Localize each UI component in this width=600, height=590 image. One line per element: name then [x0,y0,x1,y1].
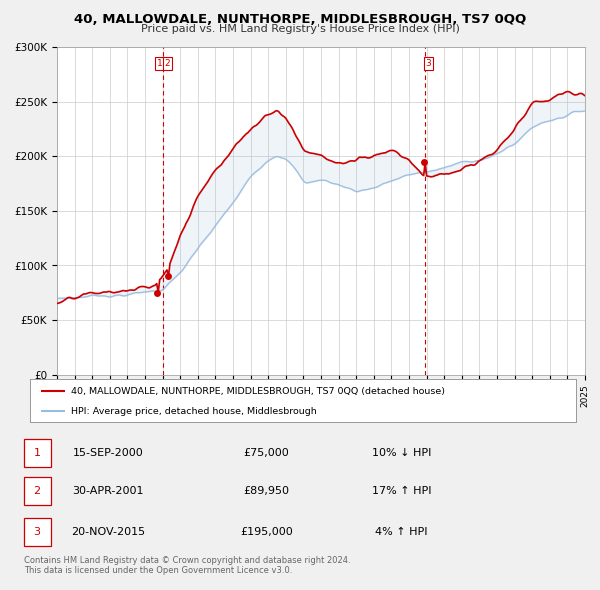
Text: 30-APR-2001: 30-APR-2001 [73,486,144,496]
Text: 1: 1 [34,448,41,458]
Text: 3: 3 [34,527,41,537]
Text: 40, MALLOWDALE, NUNTHORPE, MIDDLESBROUGH, TS7 0QQ (detached house): 40, MALLOWDALE, NUNTHORPE, MIDDLESBROUGH… [71,387,445,396]
Text: 40, MALLOWDALE, NUNTHORPE, MIDDLESBROUGH, TS7 0QQ: 40, MALLOWDALE, NUNTHORPE, MIDDLESBROUGH… [74,13,526,26]
Text: 15-SEP-2000: 15-SEP-2000 [73,448,143,458]
Text: 20-NOV-2015: 20-NOV-2015 [71,527,145,537]
Text: 4% ↑ HPI: 4% ↑ HPI [375,527,428,537]
Text: Contains HM Land Registry data © Crown copyright and database right 2024.
This d: Contains HM Land Registry data © Crown c… [24,556,350,575]
Text: Price paid vs. HM Land Registry's House Price Index (HPI): Price paid vs. HM Land Registry's House … [140,24,460,34]
Text: HPI: Average price, detached house, Middlesbrough: HPI: Average price, detached house, Midd… [71,407,317,416]
Text: 17% ↑ HPI: 17% ↑ HPI [372,486,431,496]
Text: 10% ↓ HPI: 10% ↓ HPI [372,448,431,458]
Text: 2: 2 [34,486,41,496]
Text: £75,000: £75,000 [243,448,289,458]
Text: £89,950: £89,950 [243,486,289,496]
Text: £195,000: £195,000 [240,527,293,537]
FancyBboxPatch shape [23,439,51,467]
FancyBboxPatch shape [23,477,51,505]
Text: 2: 2 [165,59,170,68]
Text: 3: 3 [425,59,431,68]
Text: 1: 1 [157,59,163,68]
FancyBboxPatch shape [23,518,51,546]
